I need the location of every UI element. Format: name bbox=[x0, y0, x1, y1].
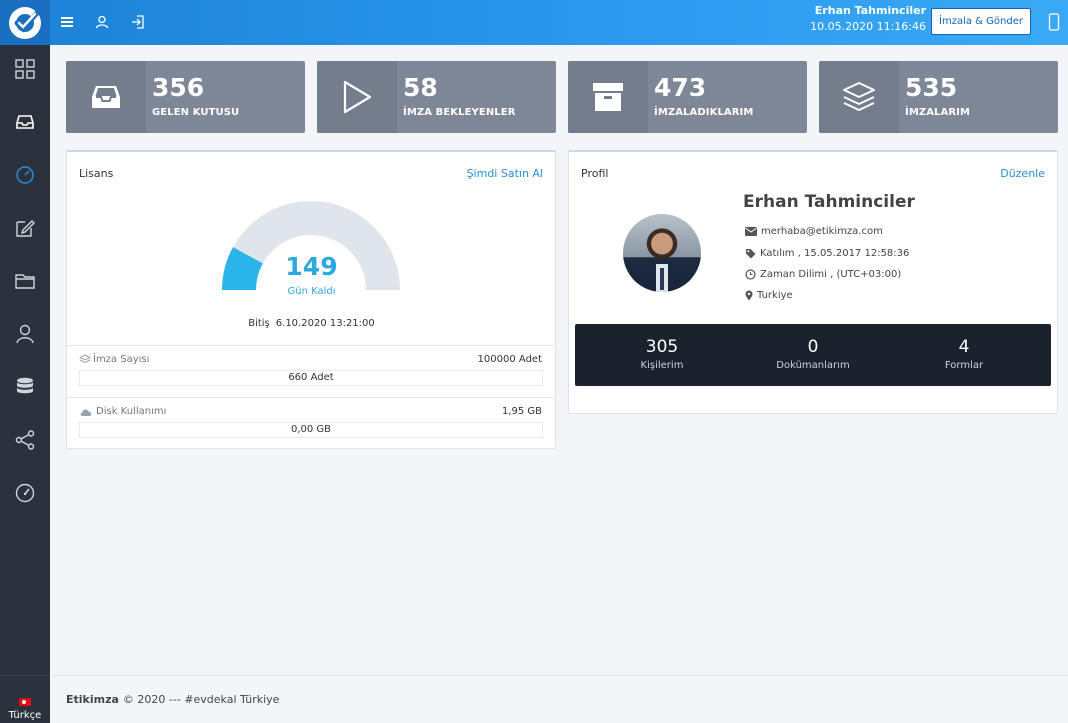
profile-stats-bar: 305 Kişilerim 0 Dokümanlarım 4 Formlar bbox=[575, 324, 1051, 386]
stat-label: İMZA BEKLEYENLER bbox=[403, 107, 516, 118]
sign-and-send-button[interactable]: İmzala & Gönder bbox=[931, 8, 1031, 35]
stat-card-pending[interactable]: 58 İMZA BEKLEYENLER bbox=[317, 61, 556, 133]
profile-panel: Profil Düzenle Erhan Tahminciler merhaba… bbox=[568, 150, 1058, 414]
map-marker-icon bbox=[745, 290, 753, 301]
envelope-icon bbox=[745, 227, 757, 236]
menu-icon[interactable] bbox=[57, 12, 77, 32]
profile-country: Turkiye bbox=[745, 290, 793, 301]
play-icon bbox=[317, 61, 397, 133]
license-gauge bbox=[222, 201, 400, 291]
disk-usage-label: Disk Kullanımı bbox=[79, 406, 166, 417]
sidebar: Türkçe bbox=[0, 45, 50, 723]
profile-email: merhaba@etikimza.com bbox=[745, 226, 883, 237]
user-name: Erhan Tahminciler bbox=[814, 4, 926, 17]
sidebar-item-speedometer[interactable] bbox=[0, 473, 50, 513]
days-left-value: 149 bbox=[285, 252, 338, 281]
profile-joined: Katılım , 15.05.2017 12:58:36 bbox=[745, 248, 909, 259]
stat-card-signed[interactable]: 473 İMZALADIKLARIM bbox=[568, 61, 807, 133]
logout-icon[interactable] bbox=[128, 12, 148, 32]
profile-timezone: Zaman Dilimi , (UTC+03:00) bbox=[745, 269, 901, 280]
tag-icon bbox=[746, 249, 756, 259]
sidebar-item-database[interactable] bbox=[0, 367, 50, 407]
stat-label: İMZALARIM bbox=[905, 107, 971, 118]
license-end: Bitiş 6.10.2020 13:21:00 bbox=[67, 318, 556, 329]
sidebar-item-users[interactable] bbox=[0, 314, 50, 354]
clock-icon bbox=[745, 269, 756, 280]
signature-used-bar: 660 Adet bbox=[79, 370, 543, 386]
share-icon bbox=[15, 430, 35, 450]
app-logo[interactable] bbox=[0, 0, 50, 45]
inbox-icon bbox=[66, 61, 146, 133]
signature-total: 100000 Adet bbox=[477, 354, 542, 365]
license-title: Lisans bbox=[79, 167, 114, 180]
layers-icon bbox=[819, 61, 899, 133]
cloud-icon bbox=[80, 409, 92, 416]
top-bar: Erhan Tahminciler 10.05.2020 11:16:46 İm… bbox=[0, 0, 1068, 45]
license-panel: Lisans Şimdi Satın Al 149 Gün Kaldı Biti… bbox=[66, 150, 556, 449]
profile-title: Profil bbox=[581, 167, 609, 180]
logo-icon bbox=[9, 6, 41, 39]
signature-usage-row: İmza Sayısı 100000 Adet 660 Adet bbox=[67, 345, 554, 397]
footer-text: © 2020 --- #evdekal Türkiye bbox=[122, 693, 280, 706]
sidebar-item-gauge[interactable] bbox=[0, 155, 50, 195]
user-icon[interactable] bbox=[92, 12, 112, 32]
stat-contacts[interactable]: 305 Kişilerim bbox=[640, 337, 684, 371]
edit-icon bbox=[16, 220, 35, 237]
user-icon bbox=[16, 324, 34, 344]
disk-total: 1,95 GB bbox=[501, 406, 542, 417]
end-label: Bitiş bbox=[248, 318, 270, 329]
days-left-label: Gün Kaldı bbox=[287, 286, 336, 297]
stat-card-inbox[interactable]: 356 GELEN KUTUSU bbox=[66, 61, 305, 133]
gauge-fill bbox=[222, 247, 264, 291]
current-user: Erhan Tahminciler 10.05.2020 11:16:46 bbox=[810, 4, 926, 36]
dashboard-icon bbox=[15, 59, 35, 79]
mobile-icon[interactable] bbox=[1048, 13, 1062, 31]
sidebar-item-dashboard[interactable] bbox=[0, 49, 50, 89]
stat-value: 535 bbox=[905, 73, 958, 102]
footer-brand: Etikimza bbox=[66, 693, 119, 706]
sidebar-item-folder[interactable] bbox=[0, 261, 50, 301]
database-icon bbox=[17, 377, 33, 394]
archive-icon bbox=[568, 61, 648, 133]
sidebar-item-inbox[interactable] bbox=[0, 102, 50, 142]
stat-value: 356 bbox=[152, 73, 205, 102]
stat-label: GELEN KUTUSU bbox=[152, 107, 240, 118]
gauge-icon bbox=[16, 166, 34, 184]
edit-profile-link[interactable]: Düzenle bbox=[1000, 167, 1045, 180]
footer: Etikimza © 2020 --- #evdekal Türkiye bbox=[50, 675, 1068, 723]
stat-documents[interactable]: 0 Dokümanlarım bbox=[776, 337, 850, 371]
language-label: Türkçe bbox=[8, 710, 42, 721]
stat-label: İMZALADIKLARIM bbox=[654, 107, 754, 118]
buy-now-link[interactable]: Şimdi Satın Al bbox=[466, 167, 543, 180]
turkey-flag-icon bbox=[19, 698, 31, 706]
folder-icon bbox=[15, 274, 35, 289]
disk-usage-row: Disk Kullanımı 1,95 GB 0,00 GB bbox=[67, 397, 554, 449]
stat-forms[interactable]: 4 Formlar bbox=[944, 337, 984, 371]
language-selector[interactable]: Türkçe bbox=[0, 675, 50, 723]
speedometer-icon bbox=[15, 483, 35, 503]
sidebar-item-edit[interactable] bbox=[0, 208, 50, 248]
signature-count-label: İmza Sayısı bbox=[79, 354, 149, 365]
profile-name: Erhan Tahminciler bbox=[743, 192, 915, 212]
end-date: 6.10.2020 13:21:00 bbox=[275, 318, 375, 329]
avatar bbox=[623, 214, 701, 292]
sidebar-item-share[interactable] bbox=[0, 420, 50, 460]
disk-used-bar: 0,00 GB bbox=[79, 422, 543, 438]
inbox-icon bbox=[16, 115, 34, 129]
stat-value: 473 bbox=[654, 73, 707, 102]
stat-value: 58 bbox=[403, 73, 438, 102]
layers-icon bbox=[79, 354, 91, 364]
stat-card-signatures[interactable]: 535 İMZALARIM bbox=[819, 61, 1058, 133]
current-datetime: 10.05.2020 11:16:46 bbox=[810, 20, 926, 33]
